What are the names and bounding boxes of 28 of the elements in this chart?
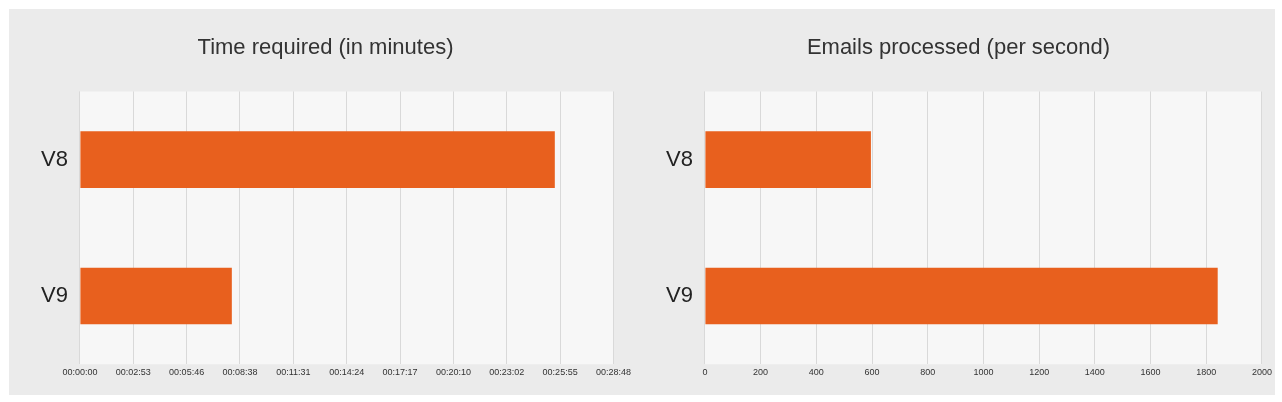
x-tick-label: 00:14:24 [329, 367, 365, 378]
x-tick-label: 0 [702, 367, 708, 378]
x-tick-label: 00:08:38 [222, 367, 258, 378]
x-tick-label: 1200 [1029, 367, 1050, 378]
y-tick-label: V8 [40, 145, 68, 171]
x-tick-label: 00:00:00 [62, 367, 98, 378]
x-tick-label: 00:25:55 [542, 367, 578, 378]
x-tick-label: 600 [864, 367, 880, 378]
y-tick-label: V9 [40, 282, 68, 308]
x-tick-label: 00:11:31 [276, 367, 311, 378]
x-tick-label: 1000 [973, 367, 994, 378]
x-tick-label: 200 [753, 367, 769, 378]
y-tick-label: V8 [665, 145, 693, 171]
x-tick-label: 00:17:17 [382, 367, 418, 378]
chart-title: Time required (in minutes) [197, 34, 454, 60]
x-tick-label: 2000 [1251, 367, 1272, 378]
x-tick-label: 400 [808, 367, 824, 378]
x-tick-label: 1600 [1140, 367, 1161, 378]
x-tick-label: 00:05:46 [169, 367, 205, 378]
x-tick-label: 00:23:02 [489, 367, 525, 378]
x-tick-label: 00:20:10 [435, 367, 471, 378]
x-tick-label: 00:28:48 [595, 367, 632, 378]
chart-title: Emails processed (per second) [806, 34, 1111, 60]
x-tick-label: 1800 [1196, 367, 1217, 378]
x-tick-label: 1400 [1084, 367, 1105, 378]
y-tick-label: V9 [665, 282, 693, 308]
x-tick-label: 800 [920, 367, 936, 378]
x-tick-label: 00:02:53 [115, 367, 151, 378]
